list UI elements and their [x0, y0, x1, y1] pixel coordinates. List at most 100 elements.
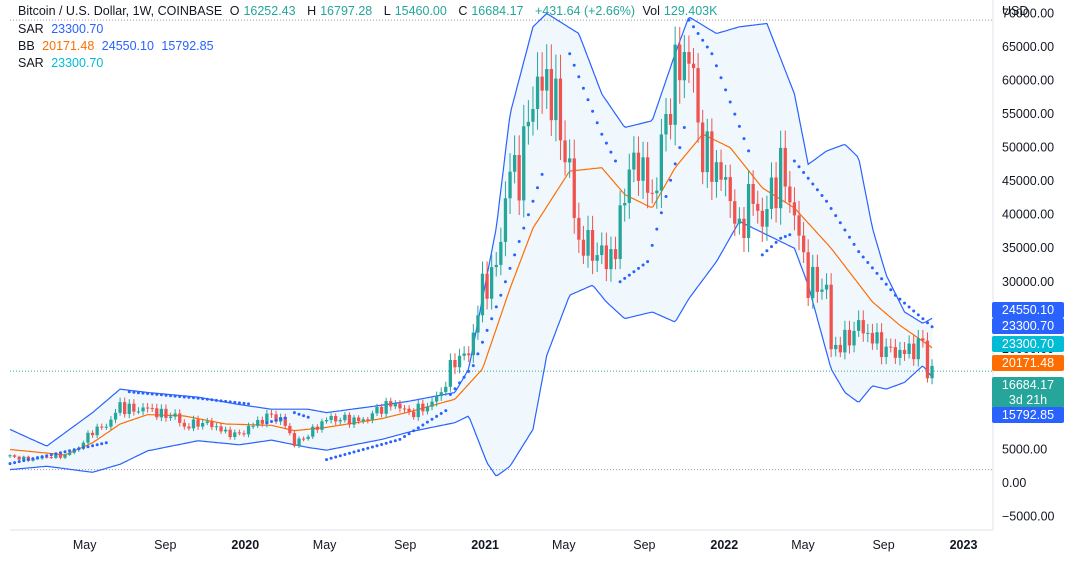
sar-dot [618, 280, 622, 284]
plot-area[interactable] [8, 12, 993, 476]
bb-upper-value: 24550.10 [101, 39, 154, 53]
candle-body [659, 134, 663, 191]
sar-dot [292, 411, 296, 415]
candle-body [246, 425, 251, 435]
time-tick-label: May [552, 538, 576, 552]
sar-dot [490, 317, 494, 321]
sar-dot [334, 455, 338, 459]
candle-body [499, 241, 503, 265]
sar-price-tag: 23300.70 [992, 318, 1064, 334]
price-tick-label: 65000.00 [1002, 40, 1054, 54]
sar-dot [178, 395, 182, 398]
candle-body [182, 422, 186, 427]
sar-dot [898, 297, 902, 301]
candle-body [288, 425, 292, 434]
candle-body [554, 78, 558, 121]
price-tick-label: 60000.00 [1002, 74, 1054, 88]
sar-dot [201, 397, 205, 401]
candle-body [146, 407, 150, 409]
candle-body [641, 157, 645, 181]
sar-dot [531, 199, 535, 203]
candle-body [311, 426, 315, 437]
low-label: L [383, 4, 391, 18]
candle-body [205, 421, 209, 423]
candle-body [650, 192, 654, 194]
sar-dot [352, 450, 356, 454]
sar-dot [485, 328, 489, 332]
bb-legend[interactable]: BB 20171.48 24550.10 15792.85 [18, 39, 218, 53]
candle-body [765, 209, 769, 227]
sar-dot [568, 52, 572, 56]
sar-dot [270, 420, 273, 423]
sar-label-2: SAR [18, 56, 44, 70]
candle-body [577, 217, 581, 240]
sar-dot [609, 150, 613, 154]
candle-body [228, 429, 232, 438]
sar-dot [802, 171, 806, 174]
sar-legend-2[interactable]: SAR 23300.70 [18, 56, 107, 70]
candle-body [86, 432, 90, 443]
candle-body [17, 456, 21, 460]
candle-body [714, 162, 719, 182]
candle-body [306, 436, 310, 439]
sar-dot [182, 395, 186, 399]
price-tick-label: −5000.00 [1002, 510, 1055, 524]
sar-dot [471, 364, 475, 368]
candle-body [769, 177, 774, 209]
candle-body [879, 332, 884, 357]
candle-body [590, 230, 595, 261]
sar-dot [72, 448, 76, 452]
candle-body [430, 401, 434, 407]
bb-middle-price-tag: 20171.48 [992, 355, 1064, 371]
time-axis[interactable]: May Sep 2020 May Sep 2021 May Sep 2022 May Sep 2023 [73, 538, 978, 552]
candle-body [531, 109, 535, 122]
candle-body [58, 453, 63, 458]
candle-body [646, 157, 650, 193]
sar-dot [476, 352, 480, 356]
sar-dot [838, 221, 842, 225]
candle-body [256, 420, 260, 426]
sar-dot [173, 394, 177, 398]
candle-body [930, 365, 934, 379]
sar-dot [380, 443, 384, 446]
close-value: 16684.17 [471, 4, 524, 18]
sar-dot [586, 98, 590, 102]
sar-dot [104, 441, 108, 445]
candle-body [600, 245, 604, 256]
sar-dot [912, 309, 916, 313]
symbol-title[interactable]: Bitcoin / U.S. Dollar, 1W, COINBASE [18, 4, 223, 18]
sar-dot [655, 227, 659, 231]
sar-dot [279, 417, 283, 421]
sar-legend-1[interactable]: SAR 23300.70 [18, 22, 107, 36]
candle-body [8, 455, 12, 457]
sar-dot [49, 453, 53, 457]
sar-dot [916, 313, 920, 317]
sar-dot [192, 396, 195, 400]
candle-body [655, 190, 659, 194]
candle-body [921, 338, 925, 341]
sar-dot [907, 305, 911, 309]
sar-dot [664, 195, 668, 198]
sar-dot [403, 435, 406, 438]
candle-body [104, 426, 108, 428]
sar-dot [623, 276, 627, 280]
last-price-value: 16684.17 [1001, 378, 1055, 392]
price-axis[interactable]: −5000.000.005000.0010000.0015000.0020000… [1002, 6, 1055, 523]
sar-dot [728, 100, 732, 104]
candle-body [127, 403, 131, 414]
sar-dot [95, 443, 99, 447]
sar-dot [857, 250, 861, 254]
candle-body [54, 453, 58, 458]
sar-dot [150, 392, 154, 396]
bb-middle-value: 20171.48 [42, 39, 95, 53]
candle-body [526, 121, 530, 127]
candle-body [522, 126, 526, 201]
bb-middle-line [9, 134, 933, 456]
candle-body [379, 406, 384, 414]
sar-dot [659, 211, 663, 215]
candle-body [691, 63, 696, 69]
sar-dot [526, 213, 530, 217]
candle-body [457, 355, 462, 368]
candle-body [191, 419, 196, 429]
